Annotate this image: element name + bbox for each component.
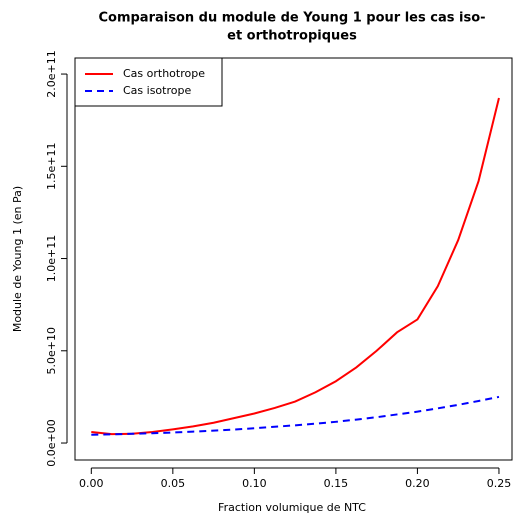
y-tick-label: 5.0e+10	[45, 327, 58, 374]
x-tick-label: 0.25	[487, 477, 512, 490]
x-tick-label: 0.00	[79, 477, 104, 490]
y-tick-label: 0.0e+00	[45, 419, 58, 466]
x-axis-label: Fraction volumique de NTC	[218, 501, 366, 514]
y-tick-label: 2.0e+11	[45, 50, 58, 97]
x-tick-label: 0.10	[242, 477, 267, 490]
chart-title: Comparaison du module de Young 1 pour le…	[98, 11, 485, 26]
series-line	[91, 97, 500, 436]
plot-frame	[74, 57, 513, 461]
legend-box	[74, 57, 223, 107]
legend-label: Cas isotrope	[123, 84, 191, 97]
x-tick-label: 0.20	[405, 477, 430, 490]
chart-title: et orthotropiques	[227, 29, 357, 44]
legend-label: Cas orthotrope	[123, 67, 205, 80]
x-tick-label: 0.05	[161, 477, 186, 490]
series-line	[91, 395, 500, 436]
y-tick-label: 1.5e+11	[45, 143, 58, 190]
y-tick-label: 1.0e+11	[45, 235, 58, 282]
x-tick-label: 0.15	[324, 477, 349, 490]
y-axis-label: Module de Young 1 (en Pa)	[11, 186, 24, 332]
